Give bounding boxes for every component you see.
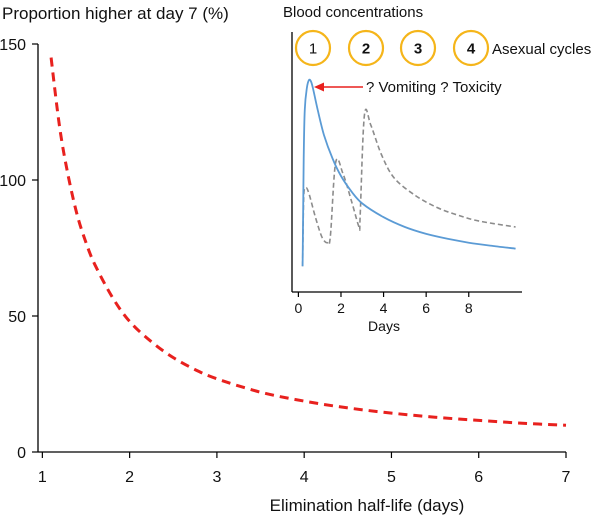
asexual-cycles-label: Asexual cycles (492, 41, 591, 58)
y-tick-label: 0 (17, 445, 26, 462)
series-line-half-life (49, 57, 567, 427)
inset-title: Blood concentrations (283, 4, 423, 21)
x-tick-label: 6 (474, 469, 483, 486)
inset-x-axis-ticks: 0 2 4 6 8 (294, 292, 473, 316)
cycle-circle (452, 29, 490, 67)
annotation-arrow-group: ? Vomiting ? Toxicity (314, 79, 502, 96)
cycle-circle (399, 29, 437, 67)
annotation-text: ? Vomiting ? Toxicity (366, 79, 502, 96)
inset-x-tick-label: 6 (422, 300, 430, 316)
inset-x-tick-label: 2 (337, 300, 345, 316)
inset-x-tick-label: 4 (380, 300, 388, 316)
x-tick-label: 4 (300, 469, 309, 486)
asexual-cycles: 1 2 3 4 (294, 29, 490, 67)
x-axis-title: Elimination half-life (days) (270, 496, 465, 515)
x-tick-label: 3 (212, 469, 221, 486)
cycle-label: 2 (362, 41, 370, 58)
y-tick-label: 150 (0, 37, 26, 54)
cycle-label: 1 (309, 41, 317, 58)
arrow-left-icon (314, 82, 324, 92)
x-tick-label: 5 (387, 469, 396, 486)
inset-x-tick-label: 8 (465, 300, 473, 316)
cycle-circle (347, 29, 385, 67)
cycle-label: 4 (467, 41, 476, 58)
x-tick-label: 1 (38, 469, 47, 486)
inset-chart: Blood concentrations 0 2 4 6 8 Days 1 2 3 4 Ase… (283, 4, 591, 334)
inset-x-axis-title: Days (368, 318, 400, 334)
x-axis-ticks: 1 2 3 4 5 6 7 (38, 452, 571, 486)
cycle-label: 3 (414, 41, 422, 58)
y-axis-ticks: 0 50 100 150 (0, 37, 38, 462)
y-tick-label: 50 (8, 309, 26, 326)
y-tick-label: 100 (0, 173, 26, 190)
cycle-circle (294, 29, 332, 67)
inset-series-dashed (301, 108, 516, 267)
y-axis-title: Proportion higher at day 7 (%) (2, 4, 229, 23)
main-chart: Proportion higher at day 7 (%) 050100150… (0, 4, 571, 515)
inset-x-tick-label: 0 (294, 300, 302, 316)
x-tick-label: 2 (125, 469, 134, 486)
x-tick-label: 7 (562, 469, 571, 486)
inset-series-solid (301, 78, 516, 267)
